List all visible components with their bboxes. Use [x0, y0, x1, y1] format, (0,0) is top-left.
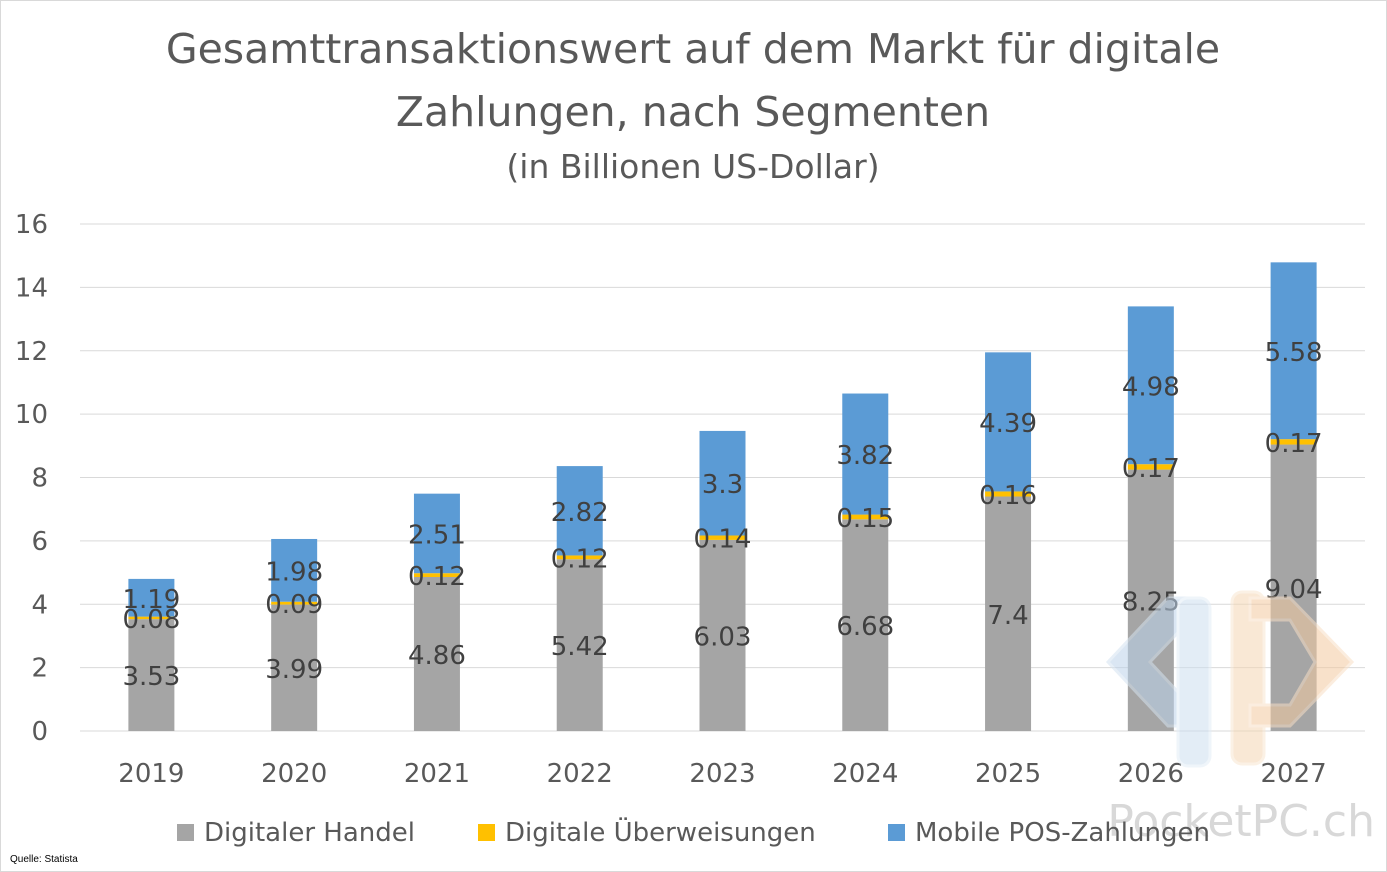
data-label: 2.51 — [408, 520, 466, 550]
data-label: 0.16 — [979, 481, 1037, 511]
data-label: 2.82 — [551, 498, 609, 528]
x-tick-label: 2020 — [261, 759, 327, 789]
data-label: 3.82 — [836, 441, 894, 471]
legend-label: Mobile POS-Zahlungen — [915, 818, 1210, 848]
watermark-logo-icon — [1105, 590, 1355, 768]
bar-segment — [1127, 464, 1174, 470]
x-tick-label: 2019 — [118, 759, 184, 789]
y-tick-label: 4 — [31, 590, 48, 620]
bar-segment — [271, 604, 318, 731]
source-note: Quelle: Statista — [10, 854, 78, 865]
y-tick-label: 12 — [15, 337, 48, 367]
bar-segment — [985, 491, 1032, 497]
data-label: 0.12 — [408, 562, 466, 592]
data-label: 0.17 — [1265, 429, 1323, 459]
legend-swatch — [478, 824, 495, 841]
chart-title-line-1: Gesamttransaktionswert auf dem Markt für… — [166, 25, 1220, 73]
bar-segment — [128, 578, 175, 617]
bar-segment — [1270, 439, 1317, 445]
bar-segment — [556, 559, 603, 731]
data-label: 3.99 — [265, 655, 323, 685]
bar-segment — [556, 466, 603, 556]
data-label: 4.98 — [1122, 372, 1180, 402]
bar-segment — [1127, 306, 1174, 465]
data-label: 1.98 — [265, 557, 323, 587]
legend: Digitaler Handel Digitale Überweisungen Mo… — [177, 816, 1210, 848]
bar-segment — [128, 619, 175, 731]
data-label: 5.42 — [551, 632, 609, 662]
y-tick-label: 6 — [31, 527, 48, 557]
data-label: 1.19 — [122, 585, 180, 615]
x-tick-label: 2025 — [975, 759, 1041, 789]
x-axis-ticks: 2019 2020 2021 2022 2023 2024 2025 2026 2027 — [118, 759, 1326, 789]
data-label: 6.03 — [694, 622, 752, 652]
bar-segment — [556, 555, 603, 560]
data-labels: 3.53 0.081.19 3.99 0.091.98 4.86 0.12 2.51 5.42… — [122, 338, 1322, 692]
x-tick-label: 2027 — [1261, 759, 1327, 789]
legend-label: Digitaler Handel — [204, 818, 415, 848]
chart-subtitle: (in Billionen US-Dollar) — [506, 147, 879, 186]
bar-segment — [413, 573, 460, 577]
data-label: 5.58 — [1265, 338, 1323, 368]
data-label: 0.08 — [122, 605, 180, 635]
x-tick-label: 2023 — [689, 759, 755, 789]
bar-segment — [128, 616, 175, 620]
chart-title-line-2: Zahlungen, nach Segmenten — [396, 88, 990, 136]
bar-segment — [699, 539, 746, 731]
bar-segment — [413, 493, 460, 574]
legend-swatch — [888, 824, 905, 841]
data-label: 4.86 — [408, 641, 466, 671]
watermark-text: PocketPC.ch — [1107, 796, 1375, 847]
bar-segment — [699, 535, 746, 540]
bar-segment — [413, 576, 460, 731]
x-tick-label: 2026 — [1118, 759, 1184, 789]
bar-segment — [985, 352, 1032, 492]
legend-swatch — [177, 824, 194, 841]
y-tick-label: 16 — [15, 210, 48, 240]
y-tick-label: 8 — [31, 464, 48, 494]
bar-segment — [271, 538, 318, 602]
y-axis-ticks: 0 2 4 6 8 10 12 14 16 — [15, 210, 48, 747]
data-label: 0.17 — [1122, 454, 1180, 484]
legend-label: Digitale Überweisungen — [505, 816, 816, 848]
y-tick-label: 10 — [15, 400, 48, 430]
x-tick-label: 2024 — [832, 759, 898, 789]
data-label: 6.68 — [836, 612, 894, 642]
data-label: 0.12 — [551, 544, 609, 574]
data-label: 0.15 — [836, 504, 894, 534]
bar-segment — [271, 601, 318, 605]
x-tick-label: 2022 — [547, 759, 613, 789]
data-label: 4.39 — [979, 409, 1037, 439]
y-tick-label: 2 — [31, 654, 48, 684]
data-label: 3.53 — [122, 662, 180, 692]
y-tick-label: 14 — [15, 273, 48, 303]
data-label: 0.14 — [694, 525, 752, 555]
bar-segment — [1270, 262, 1317, 440]
bar-segment — [699, 430, 746, 536]
data-label: 7.4 — [987, 601, 1028, 631]
bar-segment — [985, 496, 1032, 731]
x-tick-label: 2021 — [404, 759, 470, 789]
y-tick-label: 0 — [31, 717, 48, 747]
bar-segment — [842, 519, 889, 731]
bar-segment — [842, 514, 889, 520]
data-label: 3.3 — [702, 470, 743, 500]
data-label: 0.09 — [265, 590, 323, 620]
bar-segment — [842, 393, 889, 515]
bars — [128, 262, 1317, 731]
